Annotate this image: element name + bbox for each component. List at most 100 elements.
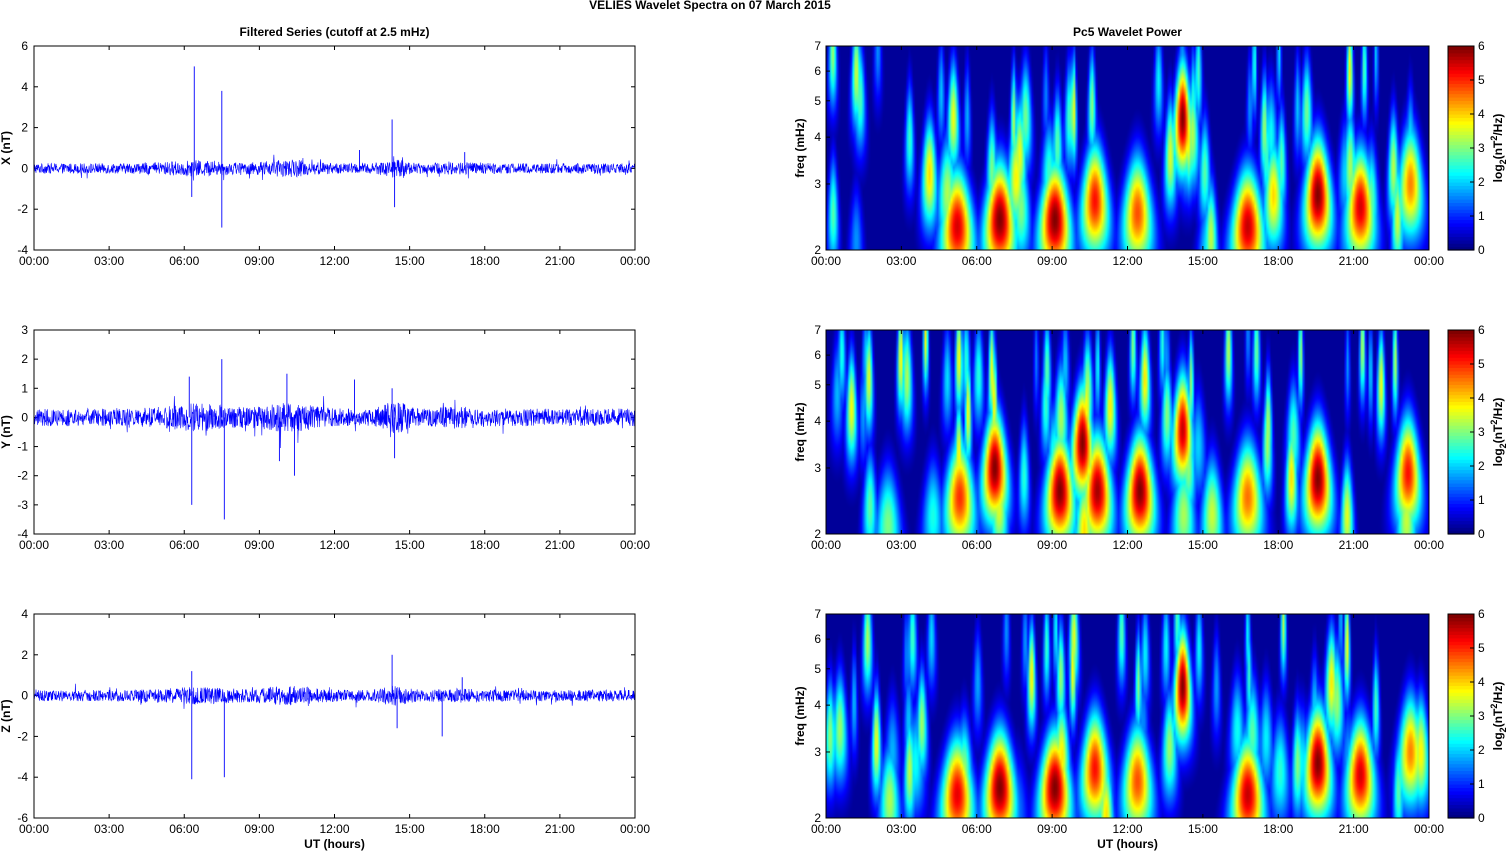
colorbar-segment	[1448, 637, 1474, 642]
colorbar-segment	[1448, 736, 1474, 741]
x-tick-label: 15:00	[1188, 538, 1218, 552]
colorbar-segment	[1448, 124, 1474, 129]
colorbar-segment	[1448, 425, 1474, 430]
colorbar-segment	[1448, 726, 1474, 731]
y-axis-label: freq (mHz)	[793, 118, 807, 177]
colorbar-segment	[1448, 236, 1474, 241]
colorbar-segment	[1448, 127, 1474, 132]
y-tick-label: -3	[17, 498, 28, 512]
y-tick-label: 2	[814, 243, 821, 257]
colorbar-segment	[1448, 246, 1474, 251]
colorbar-tick-label: 1	[1478, 777, 1485, 791]
colorbar-segment	[1448, 199, 1474, 203]
colorbar-segment	[1448, 175, 1474, 180]
x-tick-label: 21:00	[545, 254, 575, 268]
x-tick-label: 12:00	[319, 822, 349, 836]
colorbar-segment	[1448, 807, 1474, 812]
x-tick-label: 06:00	[169, 254, 199, 268]
colorbar-segment	[1448, 233, 1474, 237]
colorbar-segment	[1448, 134, 1474, 139]
colorbar-segment	[1448, 459, 1474, 464]
y-tick-label: 3	[21, 323, 28, 337]
colorbar-label: log2(nT2/Hz)	[1489, 682, 1508, 751]
colorbar-segment	[1448, 182, 1474, 186]
colorbar-segment	[1448, 452, 1474, 457]
wavelet-heatmap-2: 2 3 4 5 6 7 freq (mHz) 00:00 03:00 06:00 09:00 12:0…	[793, 323, 1508, 552]
x-tick-label: 21:00	[545, 538, 575, 552]
colorbar-segment	[1448, 496, 1474, 501]
colorbar-segment	[1448, 449, 1474, 453]
x-tick-label: 03:00	[886, 538, 916, 552]
colorbar-segment	[1448, 90, 1474, 95]
colorbar-segment	[1448, 188, 1474, 193]
colorbar-segment	[1448, 801, 1474, 805]
colorbar-segment	[1448, 168, 1474, 173]
x-tick-label: 00:00	[620, 254, 650, 268]
colorbar-segment	[1448, 66, 1474, 71]
colorbar-segment	[1448, 483, 1474, 487]
colorbar-segment	[1448, 462, 1474, 467]
colorbar-segment	[1448, 435, 1474, 440]
y-tick-label: 2	[21, 352, 28, 366]
colorbar-segment	[1448, 530, 1474, 535]
x-tick-label: 03:00	[94, 254, 124, 268]
x-tick-label: 18:00	[470, 538, 500, 552]
x-tick-label: 18:00	[1263, 538, 1293, 552]
signal-trace	[33, 683, 636, 709]
colorbar-tick-label: 0	[1478, 243, 1485, 257]
colorbar-segment	[1448, 239, 1474, 244]
colorbar-segment	[1448, 617, 1474, 622]
colorbar-segment	[1448, 360, 1474, 365]
line-chart-2: -4 -3 -2 -1 0 1 2 3 Y (nT) 00:00 03:00 06:00 09:00 12…	[0, 323, 650, 552]
colorbar-segment	[1448, 794, 1474, 799]
y-tick-label: 5	[814, 662, 821, 676]
y-tick-label: 5	[814, 378, 821, 392]
x-tick-label: 15:00	[1188, 822, 1218, 836]
colorbar-segment	[1448, 668, 1474, 673]
colorbar-segment	[1448, 97, 1474, 101]
colorbar-segment	[1448, 438, 1474, 443]
x-tick-label: 09:00	[1037, 538, 1067, 552]
colorbar-segment	[1448, 702, 1474, 707]
colorbar-segment	[1448, 100, 1474, 105]
line-chart-3: -6 -4 -2 0 2 4 Z (nT) 00:00 03:00 06:00 09:00 12:00…	[0, 607, 650, 851]
colorbar-segment	[1448, 682, 1474, 686]
y-tick-label: 3	[814, 461, 821, 475]
colorbar-tick-label: 5	[1478, 357, 1485, 371]
y-tick-label: 0	[21, 161, 28, 175]
colorbar-tick-label: 2	[1478, 459, 1485, 473]
colorbar-segment	[1448, 202, 1474, 207]
y-tick-label: -2	[17, 469, 28, 483]
colorbar-segment	[1448, 719, 1474, 724]
y-tick-label: -2	[17, 729, 28, 743]
colorbar-segment	[1448, 695, 1474, 700]
colorbar-segment	[1448, 165, 1474, 169]
y-tick-label: 4	[21, 607, 28, 621]
colorbar-segment	[1448, 353, 1474, 358]
colorbar-tick-label: 6	[1478, 39, 1485, 53]
colorbar-segment	[1448, 421, 1474, 426]
colorbar-segment	[1448, 144, 1474, 149]
colorbar-segment	[1448, 790, 1474, 795]
colorbar-segment	[1448, 381, 1474, 385]
x-tick-label: 18:00	[1263, 254, 1293, 268]
y-tick-label: 0	[21, 689, 28, 703]
x-tick-label: 18:00	[470, 822, 500, 836]
signal-trace	[33, 154, 636, 181]
colorbar-segment	[1448, 729, 1474, 734]
x-tick-label: 12:00	[319, 254, 349, 268]
y-tick-label: -4	[17, 527, 28, 541]
x-tick-label: 03:00	[886, 254, 916, 268]
y-tick-label: -6	[17, 811, 28, 825]
x-tick-label: 00:00	[811, 254, 841, 268]
colorbar-segment	[1448, 350, 1474, 355]
wavelet-power-map	[826, 46, 1429, 250]
x-axis-label: UT (hours)	[304, 837, 365, 851]
x-tick-label: 15:00	[1188, 254, 1218, 268]
colorbar-segment	[1448, 212, 1474, 217]
colorbar-segment	[1448, 347, 1474, 351]
colorbar-segment	[1448, 394, 1474, 399]
x-tick-label: 09:00	[244, 538, 274, 552]
